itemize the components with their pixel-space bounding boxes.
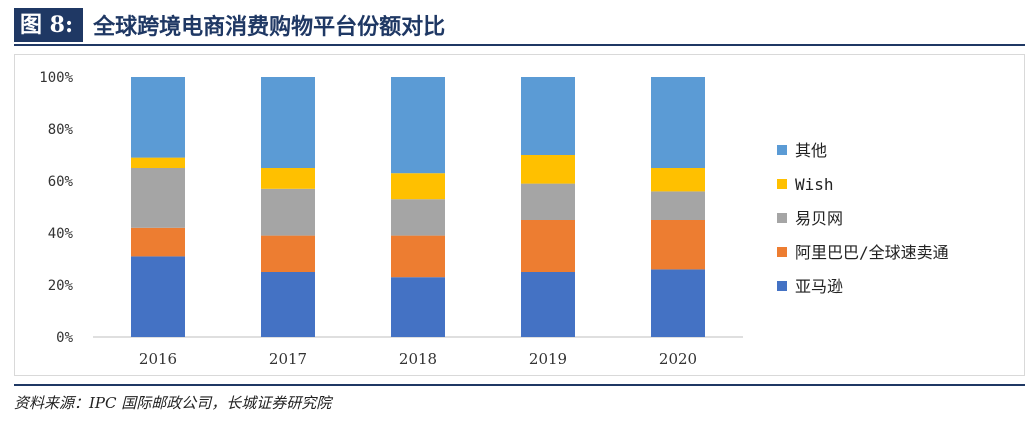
bar-segment xyxy=(521,183,575,220)
legend-swatch xyxy=(777,213,787,223)
x-tick-label: 2018 xyxy=(399,350,437,368)
x-tick-label: 2017 xyxy=(269,350,307,368)
bar-segment xyxy=(651,269,705,337)
y-tick-label: 80% xyxy=(48,122,74,138)
bar-segment xyxy=(521,155,575,184)
chart-title: 全球跨境电商消费购物平台份额对比 xyxy=(93,14,446,40)
legend-label: 其他 xyxy=(795,141,827,160)
bars xyxy=(131,77,705,337)
bar-segment xyxy=(391,277,445,337)
bar-segment xyxy=(391,235,445,278)
bar-segment xyxy=(131,227,185,257)
bar-segment xyxy=(261,168,315,189)
bar-segment xyxy=(651,191,705,220)
y-tick-label: 100% xyxy=(39,70,73,86)
y-tick-label: 60% xyxy=(48,174,74,190)
bar-segment xyxy=(131,256,185,337)
legend-label: 阿里巴巴/全球速卖通 xyxy=(795,243,949,262)
bar-segment xyxy=(261,188,315,236)
bar-segment xyxy=(261,77,315,168)
legend-swatch xyxy=(777,179,787,189)
x-tick-label: 2016 xyxy=(139,350,177,368)
bar-segment xyxy=(651,77,705,168)
y-tick-label: 40% xyxy=(48,226,74,242)
chart-frame: 0% 20% 40% 60% 80% 100% 2016 2017 2018 2019 2020 … xyxy=(14,54,1025,376)
bar-segment xyxy=(651,168,705,192)
legend-swatch xyxy=(777,145,787,155)
bar-segment xyxy=(261,235,315,272)
bar-segment xyxy=(391,173,445,200)
source-divider xyxy=(14,384,1025,386)
bar-segment xyxy=(391,77,445,174)
y-axis: 0% 20% 40% 60% 80% 100% xyxy=(39,70,743,346)
x-tick-label: 2019 xyxy=(529,350,567,368)
legend-label: Wish xyxy=(795,175,834,194)
figure-number: 图 8: xyxy=(14,8,84,42)
bar-segment xyxy=(131,77,185,158)
stacked-bar-chart: 0%20%40%60%80%100% 2016 2017 2018 2019 2020 … xyxy=(39,70,949,368)
x-axis: 2016 2017 2018 2019 2020 xyxy=(139,350,697,368)
bar-segment xyxy=(521,77,575,155)
x-tick-label: 2020 xyxy=(659,350,697,368)
y-tick-label: 20% xyxy=(48,278,74,294)
bar-segment xyxy=(651,220,705,270)
legend-label: 易贝网 xyxy=(795,209,843,228)
figure-title-bar: 图 8: 全球跨境电商消费购物平台份额对比 xyxy=(14,8,445,42)
bar-segment xyxy=(521,220,575,272)
bar-segment xyxy=(391,199,445,236)
legend-swatch xyxy=(777,281,787,291)
bar-segment xyxy=(521,272,575,337)
bar-segment xyxy=(131,168,185,228)
y-tick-label: 0% xyxy=(56,330,73,346)
legend-swatch xyxy=(777,247,787,257)
title-divider xyxy=(14,44,1025,46)
bar-segment xyxy=(261,272,315,337)
legend-label: 亚马逊 xyxy=(795,277,843,296)
source-note: 资料来源：IPC 国际邮政公司，长城证券研究院 xyxy=(14,394,332,412)
bar-segment xyxy=(131,157,185,168)
